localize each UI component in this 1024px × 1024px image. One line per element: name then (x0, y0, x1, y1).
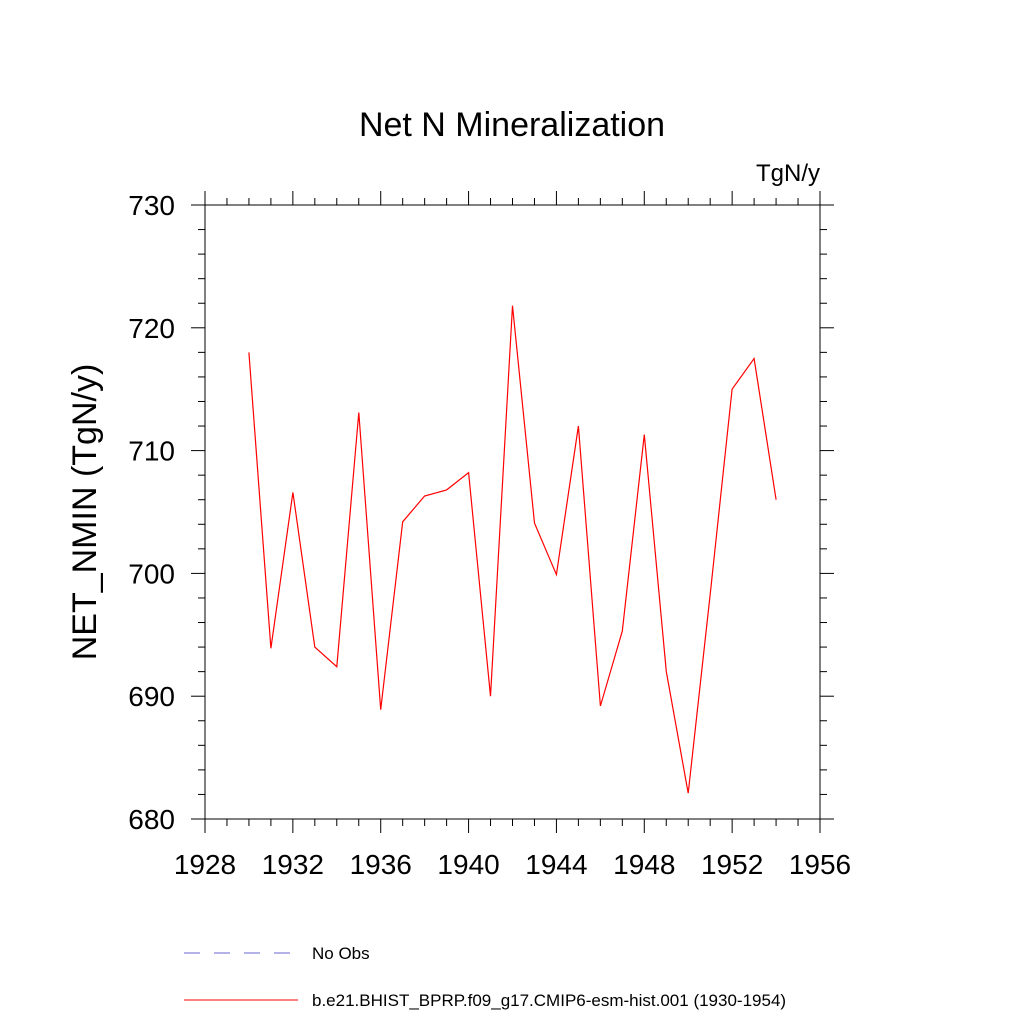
y-tick-label: 710 (128, 436, 175, 467)
y-tick-label: 730 (128, 190, 175, 221)
y-tick-label: 680 (128, 804, 175, 835)
x-tick-label: 1956 (789, 849, 851, 880)
units-label: TgN/y (756, 160, 820, 187)
chart-title: Net N Mineralization (359, 106, 665, 144)
x-tick-label: 1944 (525, 849, 587, 880)
x-tick-label: 1928 (174, 849, 236, 880)
axis-ticks: 1928 1932 1936 1940 1944 1948 1952 1956 680 690 70… (128, 190, 851, 880)
y-tick-label: 690 (128, 681, 175, 712)
plot-frame (204, 204, 821, 820)
x-tick-label: 1936 (350, 849, 412, 880)
x-tick-label: 1948 (613, 849, 675, 880)
legend-label: b.e21.BHIST_BPRP.f09_g17.CMIP6-esm-hist.… (312, 991, 786, 1010)
data-lines (248, 305, 777, 794)
legend-label: No Obs (312, 944, 370, 963)
legend: No Obs b.e21.BHIST_BPRP.f09_g17.CMIP6-esm… (184, 944, 786, 1010)
y-tick-label: 720 (128, 313, 175, 344)
series-line (248, 305, 777, 794)
y-axis-label: NET_NMIN (TgN/y) (66, 364, 104, 661)
x-tick-label: 1932 (262, 849, 324, 880)
x-tick-label: 1940 (437, 849, 499, 880)
x-tick-label: 1952 (701, 849, 763, 880)
y-tick-label: 700 (128, 558, 175, 589)
